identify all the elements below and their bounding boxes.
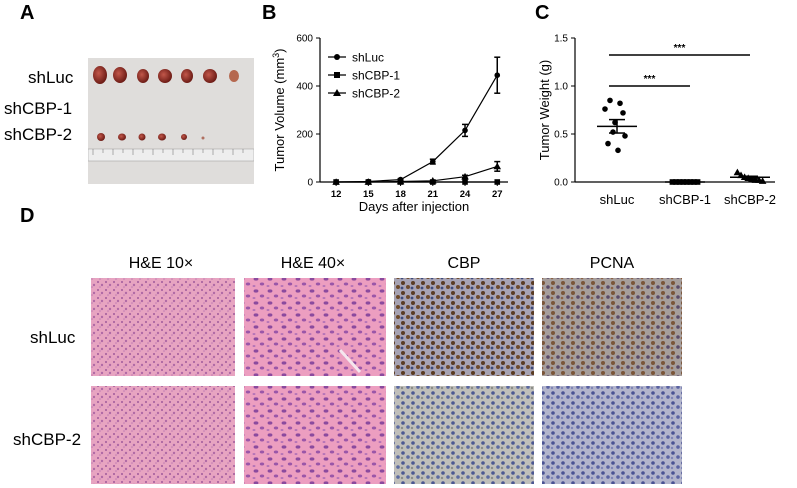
legend-marker <box>334 72 340 78</box>
col-label-pcna: PCNA <box>589 255 635 272</box>
data-point <box>396 177 405 185</box>
data-point <box>733 168 742 176</box>
data-point <box>620 110 626 116</box>
y-tick-label: 0.0 <box>554 178 568 189</box>
img-shluc-cbp <box>394 278 534 376</box>
panel-d-row-label-shcbp2: shCBP-2 <box>13 430 82 449</box>
x-tick-label: 12 <box>331 189 342 200</box>
legend-marker <box>333 89 341 96</box>
y-tick-label: 0.5 <box>554 130 568 141</box>
data-point <box>617 100 623 107</box>
series-shCBP-2 <box>332 160 502 185</box>
data-point <box>494 179 501 185</box>
x-tick-label: 21 <box>428 189 439 200</box>
data-point <box>332 178 340 185</box>
data-point <box>364 178 373 185</box>
y-tick-label: 400 <box>296 82 313 93</box>
img-shluc-pcna <box>542 278 682 376</box>
data-point <box>430 158 436 165</box>
legend-marker <box>334 54 340 60</box>
panel-a-row-label-shluc: shLuc <box>28 68 74 87</box>
img-shcbp2-he40 <box>244 386 386 484</box>
data-point <box>429 177 437 184</box>
data-point <box>607 97 613 104</box>
img-shcbp2-pcna <box>542 386 682 484</box>
data-point <box>462 179 468 185</box>
col-label-he10: H&E 10× <box>128 255 194 272</box>
y-tick-label: 200 <box>296 130 313 141</box>
data-point <box>758 177 767 184</box>
y-axis-label: Tumor Volume (mm3) <box>271 48 287 171</box>
group-shLuc <box>597 97 637 154</box>
legend-label: shCBP-2 <box>352 87 400 101</box>
tumor-photo <box>88 58 254 184</box>
group-shCBP-2 <box>730 168 770 184</box>
img-shcbp2-he10 <box>91 386 235 484</box>
y-axis-label: Tumor Weight (g) <box>537 60 552 160</box>
tumor-volume-chart: 0 200 400 600 12 15 18 21 24 27 Days after injecti… <box>271 34 508 214</box>
x-tick-label: 15 <box>363 189 374 200</box>
img-shluc-he40 <box>244 278 386 376</box>
x-category-label: shLuc <box>600 192 635 207</box>
y-tick-label: 0 <box>307 178 313 189</box>
data-point <box>605 140 611 147</box>
panel-a-row-label-shcbp1: shCBP-1 <box>4 99 73 118</box>
significance-label: *** <box>644 74 656 85</box>
data-point <box>493 162 502 170</box>
x-category-label: shCBP-1 <box>659 192 711 207</box>
series-line <box>336 165 498 183</box>
col-label-cbp: CBP <box>447 255 481 272</box>
tumor-weight-chart: 0.0 0.5 1.0 1.5 shLuc shCBP-1 shCBP-2 Tumor Wei… <box>537 34 776 208</box>
col-label-he40: H&E 40× <box>280 255 346 272</box>
legend-label: shLuc <box>352 51 384 65</box>
panel-d-row-label-shluc: shLuc <box>30 328 76 347</box>
y-tick-label: 600 <box>296 34 313 45</box>
significance-label: *** <box>674 43 686 54</box>
x-tick-label: 27 <box>492 189 503 200</box>
data-point <box>462 127 468 134</box>
group-shCBP-1 <box>665 179 705 185</box>
panel-a-row-label-shcbp2: shCBP-2 <box>4 125 73 144</box>
img-shcbp2-cbp <box>394 386 534 484</box>
data-point <box>494 72 501 78</box>
panel-letter-a: A <box>20 2 35 24</box>
y-tick-label: 1.0 <box>554 82 568 93</box>
x-tick-label: 24 <box>460 189 471 200</box>
data-point <box>461 172 469 180</box>
panel-letter-d: D <box>20 205 35 227</box>
data-point <box>615 147 621 154</box>
x-axis-label: Days after injection <box>359 199 470 214</box>
x-tick-label: 18 <box>395 189 406 200</box>
data-point <box>602 106 608 112</box>
panel-letter-b: B <box>262 2 277 24</box>
img-shluc-he10 <box>91 278 235 376</box>
legend-label: shCBP-1 <box>352 69 400 83</box>
panel-letter-c: C <box>535 2 550 24</box>
data-point <box>622 133 628 139</box>
x-category-label: shCBP-2 <box>724 192 776 207</box>
y-tick-label: 1.5 <box>554 34 568 45</box>
